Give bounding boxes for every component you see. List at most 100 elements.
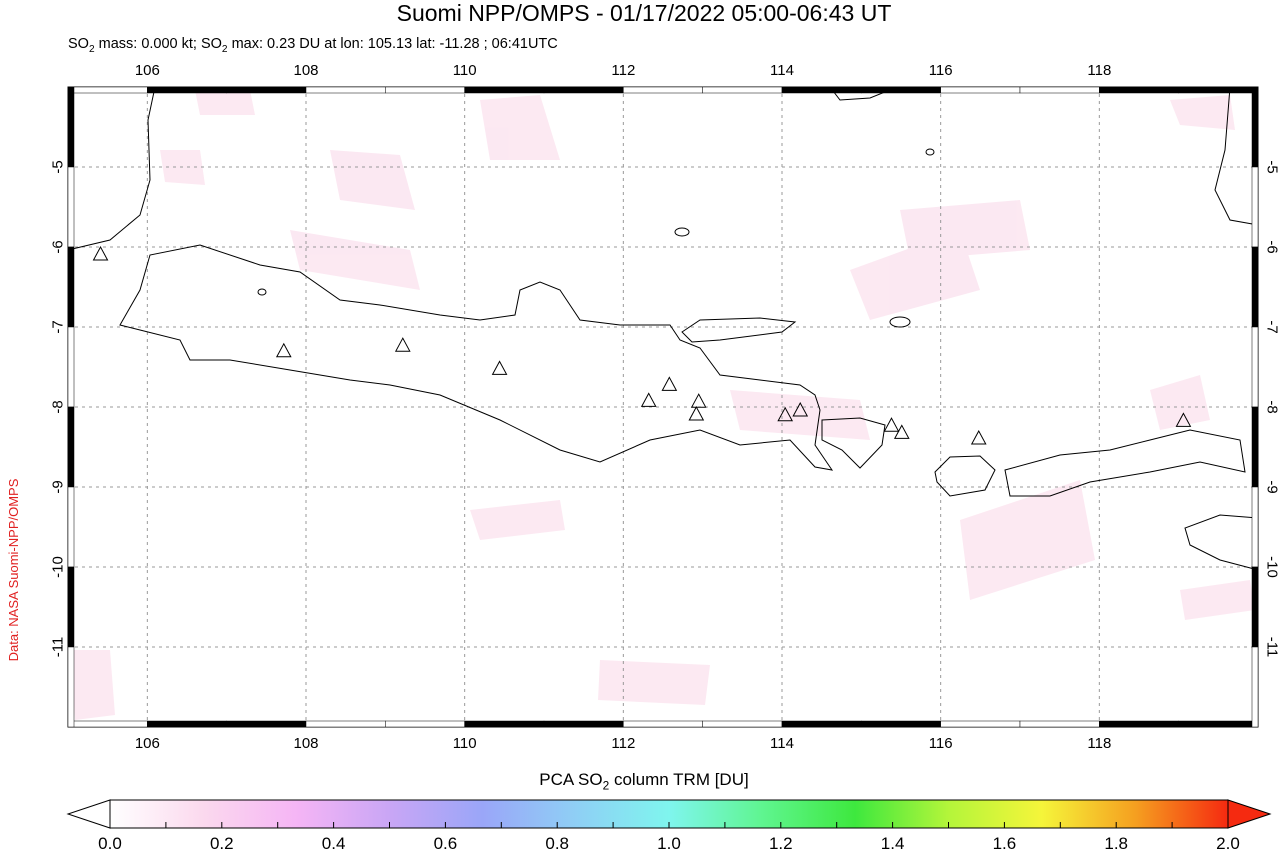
frame-bar bbox=[305, 86, 386, 94]
sulawesi-coast bbox=[1214, 86, 1259, 226]
colorbar-tick-label: 1.6 bbox=[992, 834, 1017, 853]
volcano-icon bbox=[688, 405, 705, 421]
lon-tick-bottom: 108 bbox=[293, 735, 319, 752]
frame-bar bbox=[226, 720, 307, 728]
colorbar-tick-label: 0.4 bbox=[321, 834, 346, 853]
volcano-icon bbox=[792, 401, 809, 417]
colorbar-tick-label: 1.8 bbox=[1104, 834, 1129, 853]
lon-tick-bottom: 114 bbox=[770, 735, 794, 752]
subscript: 2 bbox=[221, 43, 228, 55]
frame-bar bbox=[464, 86, 545, 94]
lon-tick-bottom: 116 bbox=[928, 735, 953, 752]
volcano-icon bbox=[883, 417, 900, 432]
colorbar-tick-label: 0.6 bbox=[433, 834, 458, 853]
sumba-coast bbox=[1184, 514, 1259, 571]
lon-tick-top: 112 bbox=[611, 62, 636, 79]
lon-tick-top: 118 bbox=[1087, 62, 1112, 79]
frame-bar bbox=[781, 86, 862, 94]
bali-coast bbox=[821, 417, 886, 469]
frame-bar bbox=[861, 720, 941, 728]
lon-tick-bottom: 110 bbox=[452, 735, 477, 752]
frame-bar bbox=[385, 86, 465, 94]
chart-title: Suomi NPP/OMPS - 01/17/2022 05:00-06:43 … bbox=[396, 0, 892, 26]
frame-bar bbox=[305, 720, 386, 728]
frame-bar bbox=[1251, 326, 1259, 408]
label-text: column TRM [DU] bbox=[609, 770, 749, 789]
frame-bar bbox=[1019, 86, 1100, 94]
colorbar-tick-label: 0.0 bbox=[98, 834, 122, 853]
frame-bar bbox=[67, 566, 75, 648]
frame-bar bbox=[67, 406, 75, 488]
lon-tick-top: 108 bbox=[293, 62, 319, 79]
frame-bar bbox=[1251, 166, 1259, 248]
frame-bar bbox=[940, 86, 1021, 94]
volcano-markers bbox=[92, 245, 1192, 445]
frame-bar bbox=[67, 646, 75, 728]
volcano-icon bbox=[92, 245, 109, 261]
volcano-icon bbox=[275, 342, 292, 358]
frame-bar bbox=[1019, 720, 1100, 728]
frame-bar bbox=[1099, 86, 1179, 94]
frame-bar bbox=[940, 720, 1021, 728]
frame-bar bbox=[1251, 646, 1259, 728]
volcano-icon bbox=[893, 424, 910, 439]
volcano-icon bbox=[661, 376, 678, 391]
frame-bar bbox=[67, 246, 75, 328]
gridlines bbox=[68, 87, 1258, 727]
colorbar-tick-label: 2.0 bbox=[1216, 834, 1240, 853]
volcano-icon bbox=[970, 429, 987, 445]
frame-bar bbox=[67, 326, 75, 408]
frame-bar bbox=[385, 720, 465, 728]
sumatra-coast bbox=[67, 86, 156, 251]
frame-bar bbox=[781, 720, 862, 728]
lon-tick-top: 110 bbox=[452, 62, 477, 79]
volcano-icon bbox=[640, 392, 657, 407]
frame-bar bbox=[67, 486, 75, 568]
mass-text: mass: 0.000 kt; SO bbox=[94, 36, 222, 52]
volcano-icon bbox=[1175, 412, 1192, 427]
frame-bar bbox=[147, 720, 227, 728]
colorbar-tick-label: 0.8 bbox=[545, 834, 570, 853]
lon-tick-top: 116 bbox=[928, 62, 953, 79]
volcano-icon bbox=[491, 360, 508, 375]
lon-tick-bottom: 118 bbox=[1087, 735, 1112, 752]
frame-bar bbox=[1251, 246, 1259, 328]
label-text: PCA SO bbox=[539, 770, 603, 789]
frame-bar bbox=[702, 86, 783, 94]
colorbar-max-arrow bbox=[1227, 799, 1272, 829]
madura-coast bbox=[681, 317, 797, 343]
colorbar-tick-label: 1.2 bbox=[768, 834, 793, 853]
frame-bar bbox=[1099, 720, 1179, 728]
volcano-icon bbox=[394, 337, 411, 352]
frame-bar bbox=[543, 86, 624, 94]
frame-bar bbox=[1251, 566, 1259, 648]
frame-bar bbox=[67, 720, 148, 728]
frame-bar bbox=[67, 166, 75, 248]
subscript: 2 bbox=[88, 43, 95, 55]
lon-tick-top: 114 bbox=[770, 62, 794, 79]
frame-bar bbox=[543, 720, 624, 728]
colorbar bbox=[66, 799, 1272, 829]
frame-bar bbox=[1251, 86, 1259, 168]
frame-bar bbox=[226, 86, 307, 94]
frame-bar bbox=[623, 720, 703, 728]
subscript: 2 bbox=[602, 778, 610, 793]
colorbar-tick-label: 1.4 bbox=[880, 834, 905, 853]
frame-bar bbox=[1178, 86, 1259, 94]
volcano-icon bbox=[777, 406, 794, 422]
frame-bar bbox=[1178, 720, 1259, 728]
kalimantan-coast bbox=[829, 86, 891, 101]
frame-bar bbox=[1251, 486, 1259, 568]
frame-bar bbox=[67, 86, 75, 168]
coastlines bbox=[67, 86, 1259, 571]
so2-summary: SO2 mass: 0.000 kt; SO2 max: 0.23 DU at … bbox=[68, 36, 558, 55]
lon-tick-bottom: 106 bbox=[134, 735, 160, 752]
colorbar-label: PCA SO2 column TRM [DU] bbox=[0, 770, 1288, 792]
frame-scale-bars bbox=[67, 86, 1259, 728]
frame-bar bbox=[702, 720, 783, 728]
frame-bar bbox=[861, 86, 941, 94]
max-text: max: 0.23 DU at lon: 105.13 lat: -11.28 … bbox=[227, 36, 558, 52]
frame-bar bbox=[67, 86, 148, 94]
lombok-coast bbox=[934, 455, 996, 497]
